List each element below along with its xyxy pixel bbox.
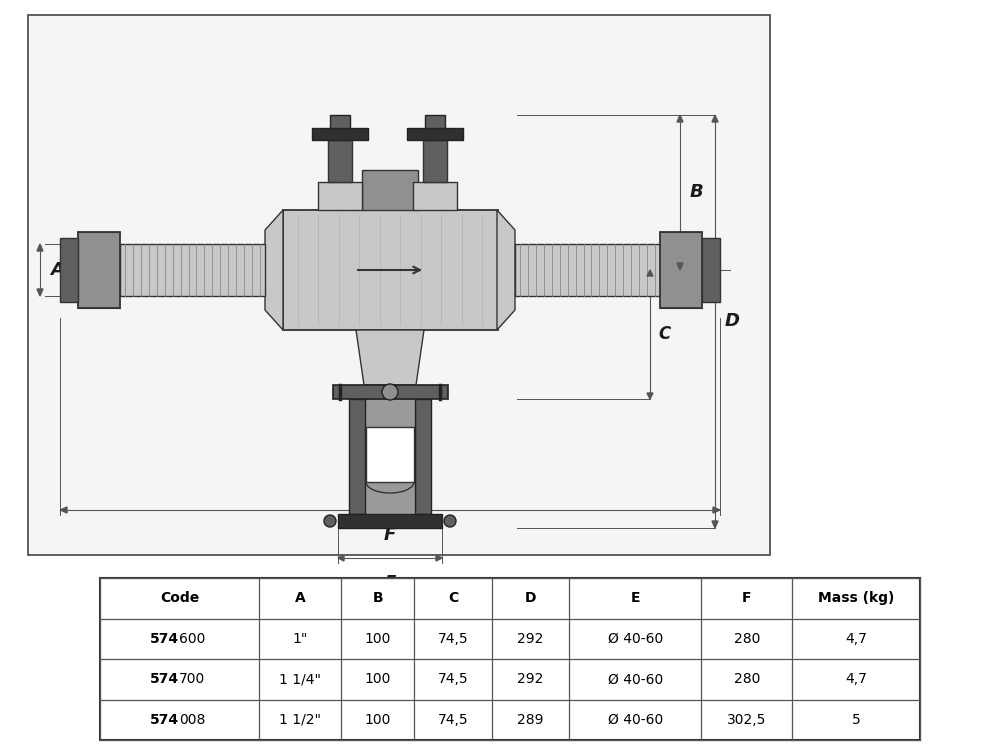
Bar — [425, 115, 445, 128]
Text: F: F — [742, 591, 752, 605]
Polygon shape — [356, 330, 424, 385]
Text: 100: 100 — [365, 712, 391, 727]
Text: 280: 280 — [734, 632, 760, 646]
Bar — [120, 244, 265, 296]
Text: 600: 600 — [179, 632, 205, 646]
Bar — [333, 385, 448, 399]
Polygon shape — [60, 507, 67, 513]
Circle shape — [444, 515, 456, 527]
Text: A: A — [295, 591, 306, 605]
Text: 292: 292 — [517, 632, 544, 646]
Text: B: B — [373, 591, 383, 605]
Polygon shape — [712, 115, 718, 122]
Bar — [407, 128, 463, 140]
Text: 292: 292 — [517, 672, 544, 686]
Text: 4,7: 4,7 — [845, 672, 867, 686]
Polygon shape — [677, 263, 683, 270]
Bar — [283, 210, 498, 330]
Text: 574: 574 — [150, 672, 179, 686]
Text: 74,5: 74,5 — [438, 712, 468, 727]
Text: C: C — [658, 325, 670, 343]
Bar — [415, 399, 431, 514]
Text: Ø 40-60: Ø 40-60 — [608, 712, 663, 727]
Text: 74,5: 74,5 — [438, 632, 468, 646]
Bar — [362, 170, 418, 210]
Text: E: E — [384, 574, 396, 592]
Bar — [78, 232, 120, 308]
Bar — [60, 238, 78, 302]
Bar — [338, 514, 442, 528]
Text: 5: 5 — [852, 712, 861, 727]
Text: Ø 40-60: Ø 40-60 — [608, 632, 663, 646]
Polygon shape — [436, 555, 442, 561]
Polygon shape — [712, 521, 718, 528]
Bar — [366, 427, 414, 482]
Text: E: E — [631, 591, 640, 605]
Text: 100: 100 — [365, 672, 391, 686]
Bar — [330, 115, 350, 128]
Text: 74,5: 74,5 — [438, 672, 468, 686]
Circle shape — [324, 515, 336, 527]
Text: A: A — [50, 261, 64, 279]
Text: 1": 1" — [293, 632, 308, 646]
Bar — [702, 238, 720, 302]
Bar — [28, 15, 770, 555]
Polygon shape — [647, 270, 653, 276]
Polygon shape — [713, 507, 720, 513]
Polygon shape — [265, 210, 283, 330]
Text: D: D — [725, 312, 740, 330]
Bar — [423, 140, 447, 182]
Text: D: D — [525, 591, 536, 605]
Text: 289: 289 — [517, 712, 544, 727]
Text: 008: 008 — [179, 712, 205, 727]
Bar — [318, 182, 362, 210]
Text: Mass (kg): Mass (kg) — [818, 591, 894, 605]
Bar — [349, 399, 365, 514]
Text: 100: 100 — [365, 632, 391, 646]
Text: 700: 700 — [179, 672, 205, 686]
Bar — [312, 128, 368, 140]
Bar — [413, 182, 457, 210]
Text: 1 1/2": 1 1/2" — [279, 712, 321, 727]
Bar — [365, 399, 415, 514]
Text: 1 1/4": 1 1/4" — [279, 672, 321, 686]
Polygon shape — [338, 555, 344, 561]
Text: 280: 280 — [734, 672, 760, 686]
Polygon shape — [37, 289, 43, 296]
Polygon shape — [677, 115, 683, 122]
Bar — [660, 232, 702, 308]
Polygon shape — [647, 393, 653, 399]
Bar — [328, 140, 352, 182]
Polygon shape — [497, 210, 515, 330]
Bar — [100, 578, 920, 740]
Text: 302,5: 302,5 — [727, 712, 767, 727]
Text: 574: 574 — [150, 712, 179, 727]
Text: Ø 40-60: Ø 40-60 — [608, 672, 663, 686]
Circle shape — [382, 384, 398, 400]
Bar — [515, 244, 660, 296]
Polygon shape — [37, 244, 43, 251]
Text: F: F — [384, 526, 396, 544]
Text: 574: 574 — [150, 632, 179, 646]
Text: C: C — [448, 591, 458, 605]
Text: B: B — [690, 183, 704, 201]
Text: 4,7: 4,7 — [845, 632, 867, 646]
Text: Code: Code — [160, 591, 199, 605]
